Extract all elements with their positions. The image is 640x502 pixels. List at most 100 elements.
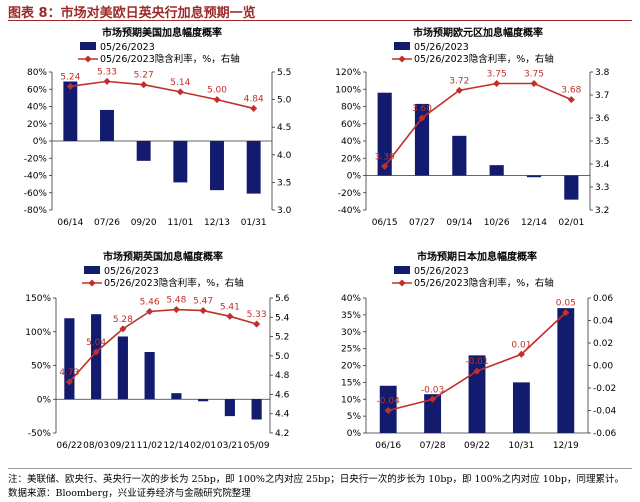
- implied-rate-label: 3.39: [375, 152, 395, 162]
- right-axis-tick-label: 4.5: [277, 123, 291, 133]
- left-axis-tick-label: 20%: [27, 120, 47, 130]
- right-axis-tick-label: 3.3: [595, 183, 609, 193]
- implied-rate-point: [562, 309, 570, 317]
- implied-rate-label: 5.33: [97, 67, 117, 77]
- implied-rate-label: 5.00: [207, 86, 227, 96]
- chart-us: 市场预期美国加息幅度概率 05/26/202305/26/2023隐含利率，%，右…: [24, 26, 292, 228]
- implied-rate-label: 3.68: [561, 86, 581, 96]
- left-axis-tick-label: 60%: [341, 120, 361, 130]
- bar: [468, 355, 486, 433]
- right-axis-tick-label: 3.0: [277, 206, 292, 216]
- implied-rate-label: -0.04: [377, 397, 401, 407]
- category-label: 03/21: [217, 441, 243, 451]
- implied-rate-label: 5.14: [170, 78, 190, 88]
- implied-rate-point: [250, 104, 258, 112]
- implied-rate-label: 5.33: [247, 310, 267, 320]
- category-label: 10/26: [484, 218, 510, 228]
- implied-rate-point: [473, 367, 481, 375]
- implied-rate-point: [146, 307, 154, 316]
- implied-rate-label: 5.47: [193, 297, 213, 307]
- left-axis-tick-label: 0%: [347, 429, 362, 439]
- implied-rate-label: 0.05: [556, 299, 576, 309]
- category-label: 06/22: [56, 441, 82, 451]
- implied-rate-point: [493, 79, 501, 88]
- left-axis-tick-label: 20%: [341, 362, 361, 372]
- right-axis-tick-label: 5.5: [277, 68, 291, 78]
- implied-rate-label: 4.73: [59, 368, 79, 378]
- left-axis-tick-label: 40%: [341, 137, 361, 147]
- chart-title: 市场预期欧元区加息幅度概率: [413, 26, 543, 39]
- implied-rate-label: 5.46: [140, 298, 160, 308]
- right-axis-tick-label: 5.6: [275, 294, 290, 304]
- bar: [246, 141, 261, 194]
- bar: [91, 314, 102, 400]
- implied-rate-point: [119, 325, 127, 333]
- category-label: 05/09: [244, 441, 270, 451]
- right-axis-tick-label: -0.02: [593, 384, 616, 394]
- left-axis-tick-label: 20%: [341, 154, 361, 164]
- legend-line-label: 05/26/2023隐含利率，%，右轴: [414, 277, 554, 289]
- bar: [489, 165, 504, 176]
- implied-rate-label: 5.27: [134, 71, 154, 81]
- implied-rate-line: [384, 82, 572, 167]
- right-axis-tick-label: 5.0: [277, 96, 292, 106]
- legend-bar-swatch: [80, 42, 96, 50]
- right-axis-tick-label: 5.2: [275, 333, 289, 343]
- right-axis-tick-label: 0.04: [593, 317, 613, 327]
- left-axis-tick-label: 0%: [347, 172, 362, 182]
- left-axis-tick-label: 100%: [25, 328, 51, 338]
- implied-rate-point: [65, 378, 73, 386]
- left-axis-tick-label: -20%: [338, 189, 362, 199]
- right-axis-tick-label: 5.0: [275, 352, 290, 362]
- legend-line-label: 05/26/2023隐含利率，%，右轴: [104, 277, 244, 289]
- category-label: 07/28: [420, 441, 446, 451]
- implied-rate-point: [418, 114, 426, 122]
- bar: [210, 141, 224, 191]
- bar: [512, 382, 530, 433]
- implied-rate-label: 3.72: [449, 76, 469, 86]
- left-axis-tick-label: 5%: [347, 412, 362, 422]
- right-axis-tick-label: 0.00: [593, 362, 613, 372]
- right-axis-tick-label: 3.2: [595, 206, 609, 216]
- category-label: 09/20: [131, 218, 157, 228]
- bar: [424, 394, 442, 433]
- implied-rate-point: [103, 77, 111, 85]
- right-axis-tick-label: 0.06: [593, 294, 613, 304]
- implied-rate-label: 3.75: [524, 70, 544, 80]
- implied-rate-point: [384, 406, 392, 415]
- bar: [452, 135, 467, 176]
- bar: [251, 399, 262, 420]
- legend-bar-label: 05/26/2023: [104, 266, 159, 277]
- legend-line-marker: [88, 279, 96, 287]
- footnote: 注：美联储、欧央行、英央行一次的步长为 25bp，即 100%之内对应 25bp…: [8, 474, 624, 485]
- legend-bar-label: 05/26/2023: [414, 266, 469, 277]
- implied-rate-label: 5.28: [113, 315, 133, 325]
- implied-rate-label: 5.41: [220, 302, 240, 312]
- right-axis-tick-label: -0.06: [593, 429, 617, 439]
- left-axis-tick-label: 40%: [27, 103, 47, 113]
- implied-rate-label: 5.48: [166, 296, 186, 306]
- legend-line-marker: [398, 55, 406, 63]
- category-label: 11/02: [137, 441, 163, 451]
- left-axis-tick-label: -80%: [24, 206, 48, 216]
- left-axis-tick-label: -60%: [24, 189, 48, 199]
- bar: [377, 92, 392, 176]
- left-axis-tick-label: 35%: [341, 311, 361, 321]
- left-axis-tick-label: 30%: [341, 328, 361, 338]
- right-axis-tick-label: 3.5: [277, 178, 291, 188]
- implied-rate-label: -0.03: [421, 385, 444, 395]
- category-label: 12/13: [204, 218, 230, 228]
- left-axis-tick-label: 100%: [335, 85, 361, 95]
- implied-rate-point: [253, 320, 261, 328]
- legend-bar-label: 05/26/2023: [100, 42, 155, 53]
- bar: [564, 175, 579, 200]
- left-axis-tick-label: 15%: [341, 378, 361, 388]
- right-axis-tick-label: 3.8: [595, 68, 610, 78]
- legend-bar-swatch: [394, 266, 410, 274]
- implied-rate-point: [172, 306, 180, 314]
- bar: [64, 318, 75, 400]
- category-label: 10/31: [508, 441, 534, 451]
- chart-title: 市场预期美国加息幅度概率: [102, 26, 222, 39]
- bar: [557, 308, 575, 433]
- legend-bar-swatch: [394, 42, 410, 50]
